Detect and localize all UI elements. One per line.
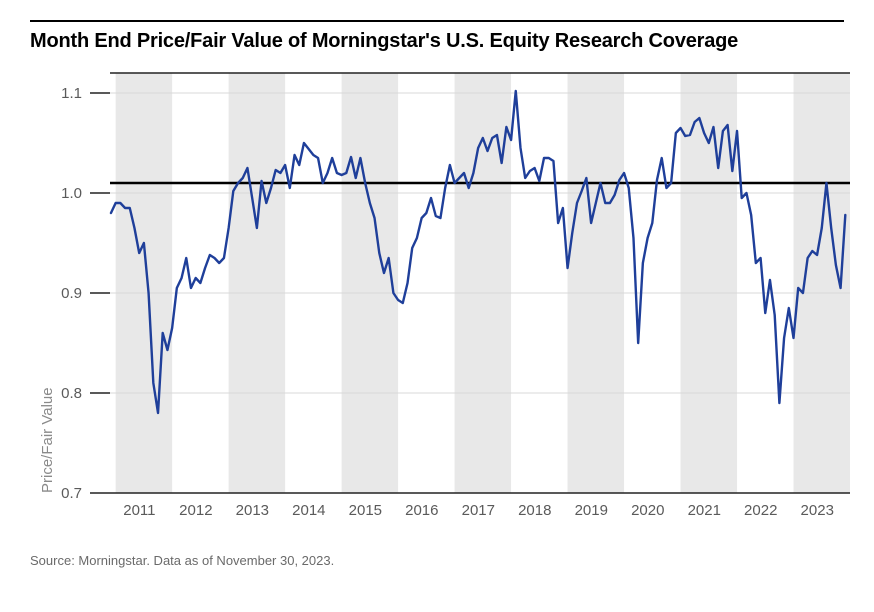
x-tick-label: 2012 [179,502,212,519]
chart-source: Source: Morningstar. Data as of November… [30,553,844,568]
y-tick-label: 0.7 [61,485,82,502]
x-tick-label: 2022 [744,502,777,519]
x-tick-label: 2023 [801,502,834,519]
x-tick-label: 2020 [631,502,664,519]
y-tick-label: 0.8 [61,385,82,402]
x-tick-label: 2013 [236,502,269,519]
chart-svg: 0.7 0.8 0.9 1.0 1.1 2011 2012 2013 2014 2015 2016 2… [30,63,860,533]
x-tick-label: 2015 [349,502,382,519]
y-tick-label: 1.0 [61,185,82,202]
x-tick-label: 2014 [292,502,325,519]
x-tick-label: 2011 [123,502,155,519]
y-tick-label: 1.1 [61,85,82,102]
top-rule [30,20,844,22]
y-tick-label: 0.9 [61,285,82,302]
chart-area: 0.7 0.8 0.9 1.0 1.1 2011 2012 2013 2014 2015 2016 2… [30,63,844,533]
x-tick-label: 2017 [462,502,495,519]
x-tick-label: 2016 [405,502,438,519]
chart-title: Month End Price/Fair Value of Morningsta… [30,30,844,53]
x-tick-label: 2019 [575,502,608,519]
y-axis-title: Price/Fair Value [39,387,56,493]
x-tick-label: 2018 [518,502,551,519]
x-tick-label: 2021 [688,502,721,519]
